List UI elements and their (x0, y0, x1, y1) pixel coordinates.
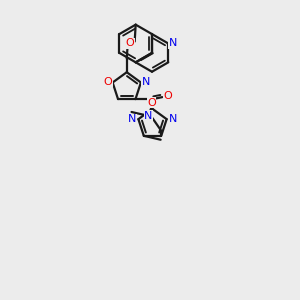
Text: N: N (142, 76, 150, 86)
Text: N: N (128, 114, 136, 124)
Text: O: O (147, 98, 156, 108)
Text: N: N (144, 111, 153, 121)
Text: O: O (103, 76, 112, 86)
Text: O: O (164, 91, 172, 101)
Text: O: O (125, 38, 134, 49)
Text: N: N (169, 38, 177, 49)
Text: N: N (168, 114, 177, 124)
